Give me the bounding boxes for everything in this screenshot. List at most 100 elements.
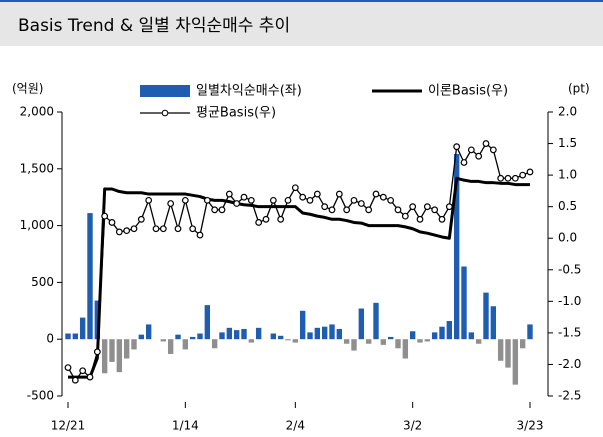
marker (475, 152, 483, 160)
bar (241, 328, 247, 340)
x-tick-label: 12/21 (51, 419, 86, 433)
legend-label: 평균Basis(우) (196, 106, 276, 121)
bar (94, 300, 101, 340)
bar (72, 333, 79, 340)
bar (292, 339, 299, 343)
bar (270, 333, 277, 340)
bar (519, 339, 526, 349)
bar (343, 339, 350, 344)
marker (174, 225, 182, 233)
y2-tick-label: -0.5 (558, 262, 581, 276)
y-tick-label: -500 (27, 389, 54, 403)
marker (357, 200, 365, 207)
bar (175, 334, 181, 340)
marker (167, 200, 175, 207)
marker (394, 206, 402, 214)
y-tick-label: 0 (46, 332, 54, 346)
bar (204, 305, 211, 340)
marker (64, 364, 72, 372)
y2-tick-label: -1.5 (558, 325, 581, 339)
marker (416, 215, 424, 223)
marker (203, 196, 211, 204)
marker (489, 146, 497, 154)
bar (307, 332, 313, 340)
x-tick-label: 3/2 (403, 419, 422, 433)
marker (460, 159, 468, 166)
bar (160, 339, 167, 342)
marker (130, 225, 138, 233)
bar (395, 339, 401, 349)
marker (86, 373, 94, 381)
legend-marker (161, 109, 169, 117)
bar (87, 213, 93, 340)
legend-swatch (140, 85, 190, 97)
marker (181, 196, 189, 204)
x-tick-label: 1/14 (172, 419, 199, 433)
line (68, 176, 530, 379)
bar (277, 335, 284, 340)
bar (219, 332, 225, 340)
bar (211, 339, 218, 349)
marker (504, 174, 512, 182)
bar (505, 339, 511, 368)
bar (182, 339, 189, 350)
bar (167, 339, 174, 354)
marker (511, 174, 519, 182)
chart-title: Basis Trend & 일별 차익순매수 추이 (18, 16, 290, 36)
bar (365, 339, 372, 344)
marker (123, 227, 131, 235)
marker (255, 219, 263, 226)
bar (439, 326, 445, 340)
y-tick-label: 500 (31, 275, 54, 289)
marker (247, 196, 255, 204)
header-band (0, 0, 603, 46)
marker (145, 196, 153, 204)
bar (65, 333, 71, 340)
y-axis-label: (억원) (12, 82, 43, 96)
marker (269, 196, 277, 204)
marker (306, 196, 314, 204)
bar (314, 327, 321, 340)
marker (189, 225, 197, 233)
marker (71, 376, 79, 384)
marker (497, 174, 505, 182)
marker (79, 367, 87, 375)
marker (365, 206, 373, 214)
marker (328, 206, 336, 214)
marker (108, 219, 116, 226)
bar (483, 292, 489, 340)
marker (453, 143, 461, 151)
bar (512, 339, 519, 385)
marker (299, 193, 307, 201)
header-rule (0, 0, 603, 2)
x-tick-label: 2/4 (286, 419, 305, 433)
marker (93, 348, 101, 356)
bar (131, 339, 137, 350)
bar (255, 327, 262, 340)
marker (526, 168, 534, 176)
legend-label: 일별차익순매수(좌) (196, 84, 302, 99)
marker (372, 190, 380, 198)
y2-tick-label: -2.0 (558, 357, 581, 371)
bar (79, 317, 86, 340)
marker (379, 193, 387, 201)
bar (373, 302, 379, 340)
marker (445, 203, 453, 211)
y2-tick-label: -2.5 (558, 389, 581, 403)
bar (299, 310, 306, 340)
bar (402, 339, 409, 359)
marker (233, 200, 241, 207)
marker (409, 203, 417, 211)
y-tick-label: 1,500 (20, 161, 54, 175)
marker (313, 190, 321, 198)
bar (351, 339, 357, 351)
bar (189, 336, 196, 340)
bar (490, 306, 497, 340)
y-tick-label: 1,000 (20, 218, 54, 232)
marker (137, 215, 145, 223)
bar (497, 339, 504, 361)
bar (431, 332, 438, 340)
marker (152, 225, 160, 233)
bar (468, 332, 475, 340)
marker (401, 212, 409, 220)
